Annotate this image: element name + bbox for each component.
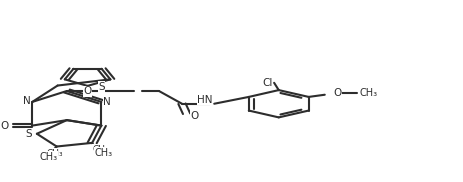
Text: N: N [23,96,31,106]
Text: O: O [333,88,342,98]
Text: CH₃: CH₃ [359,88,378,98]
Text: CH₃: CH₃ [94,148,113,158]
Text: CH₃: CH₃ [92,145,109,154]
Text: HN: HN [197,95,213,105]
Text: CH₃: CH₃ [46,149,63,158]
Text: Cl: Cl [262,78,272,88]
Text: CH₃: CH₃ [39,152,57,161]
Text: O: O [191,111,199,121]
Text: N: N [103,97,111,107]
Text: O: O [83,86,92,96]
Text: S: S [98,82,105,92]
Text: S: S [25,129,32,139]
Text: O: O [0,121,9,130]
